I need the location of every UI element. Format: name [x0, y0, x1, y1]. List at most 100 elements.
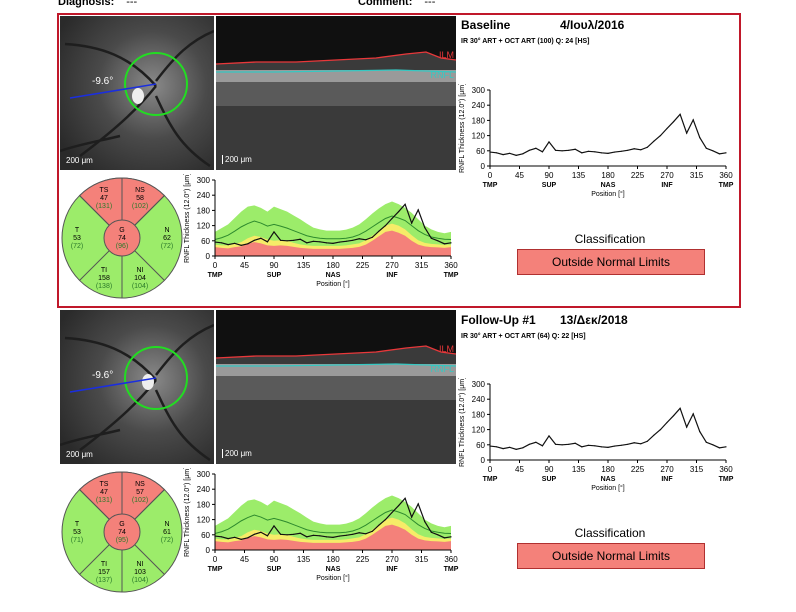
- x-tick-label: 360: [719, 171, 733, 180]
- data-point: [424, 227, 426, 229]
- x-tick-label: 225: [356, 555, 370, 564]
- baseline-selection-frame[interactable]: [57, 13, 741, 308]
- data-point: [587, 444, 589, 446]
- data-point: [417, 209, 419, 211]
- data-point: [509, 152, 511, 154]
- data-point: [319, 241, 321, 243]
- x-tick-label: 45: [240, 555, 249, 564]
- rnfl-trend-chart-followup: 0 60 120 180 240 300 0 45 90 135 180 225 270 315 360 TM…: [458, 378, 734, 492]
- y-tick-label: 240: [197, 485, 211, 494]
- data-point: [718, 447, 721, 449]
- y-tick-label: 60: [201, 531, 210, 540]
- data-point: [627, 443, 629, 445]
- sector-t-name: T: [75, 227, 80, 234]
- data-point: [312, 534, 314, 536]
- fundus-image-followup[interactable]: -9.6° 200 μm: [60, 310, 214, 464]
- sector-n-normal: (72): [161, 243, 173, 250]
- classification-label: Classification: [574, 232, 646, 246]
- data-point: [299, 238, 301, 240]
- region-label: SUP: [267, 272, 282, 279]
- sector-ti-value: 157: [98, 569, 110, 576]
- sector-g-name: G: [119, 521, 124, 528]
- classification-badge: Outside Normal Limits: [517, 249, 705, 275]
- sector-t-normal: (71): [71, 537, 83, 544]
- data-point: [227, 244, 229, 246]
- data-point: [306, 242, 308, 244]
- sector-ns-value: 57: [136, 489, 144, 496]
- data-point: [234, 242, 236, 244]
- comment-value: ---: [424, 0, 436, 8]
- sector-ti-name: TI: [101, 561, 107, 568]
- data-point: [266, 535, 269, 537]
- scan-angle: -9.6°: [92, 370, 114, 381]
- data-point: [646, 440, 648, 442]
- y-tick-label: 0: [206, 252, 211, 261]
- sector-ni-name: NI: [137, 561, 144, 568]
- data-point: [352, 533, 354, 535]
- sector-ni-value: 103: [134, 569, 146, 576]
- data-point: [600, 446, 603, 448]
- data-point: [397, 211, 400, 213]
- region-label: NAS: [601, 182, 616, 189]
- data-point: [371, 236, 373, 238]
- data-point: [220, 536, 223, 538]
- sector-ns-normal: (102): [132, 497, 148, 504]
- data-point: [306, 536, 308, 538]
- data-point: [535, 147, 537, 149]
- x-tick-label: 0: [213, 555, 218, 564]
- data-point: [286, 240, 288, 242]
- x-tick-label: 270: [385, 261, 399, 270]
- x-tick-label: 0: [488, 171, 493, 180]
- x-tick-label: 360: [719, 465, 733, 474]
- x-tick-label: 225: [356, 261, 370, 270]
- oct-graphic: [216, 310, 456, 464]
- y-tick-label: 0: [481, 456, 486, 465]
- data-point: [561, 150, 563, 152]
- data-point: [522, 447, 524, 449]
- data-point: [391, 217, 393, 220]
- x-tick-label: 45: [515, 465, 524, 474]
- oct-bscan-followup[interactable]: ILM RNFL 200 μm: [216, 310, 456, 464]
- diagnosis-value: ---: [126, 0, 138, 8]
- data-point: [391, 511, 393, 514]
- ilm-label: ILM: [438, 50, 454, 60]
- data-point: [378, 230, 380, 232]
- sector-ts-name: TS: [100, 481, 109, 488]
- sector-ts-normal: (131): [96, 203, 112, 210]
- diagnosis-label: Diagnosis:: [58, 0, 115, 8]
- data-point: [515, 154, 517, 156]
- data-point: [633, 148, 635, 150]
- fundus-image-baseline[interactable]: -9.6° 200 μm: [60, 16, 214, 170]
- y-tick-label: 300: [197, 176, 211, 185]
- fundus-graphic: [60, 16, 214, 170]
- region-label: NAS: [326, 272, 341, 279]
- data-point: [293, 533, 295, 535]
- data-point: [260, 237, 262, 239]
- data-point: [548, 141, 550, 143]
- sector-t-value: 53: [73, 529, 81, 536]
- data-point: [489, 151, 491, 153]
- data-point: [718, 153, 721, 155]
- data-point: [489, 445, 491, 447]
- data-point: [594, 151, 596, 153]
- rnfl-thickness-line: [489, 407, 727, 450]
- oct-bscan-baseline[interactable]: ILM RNFL 200 μm: [216, 16, 456, 170]
- x-tick-label: 135: [572, 465, 586, 474]
- x-axis-label: Position [°]: [591, 484, 625, 492]
- data-point: [522, 153, 524, 155]
- y-tick-label: 300: [197, 470, 211, 479]
- data-point: [384, 519, 387, 521]
- normal-mean-line: [214, 509, 452, 535]
- data-point: [437, 240, 439, 242]
- sector-g-normal: (95): [116, 537, 128, 544]
- x-tick-label: 45: [515, 171, 524, 180]
- data-point: [515, 448, 517, 450]
- data-point: [220, 242, 223, 244]
- x-tick-label: 315: [690, 171, 704, 180]
- region-label: SUP: [542, 476, 557, 483]
- fundus-scale: 200 μm: [66, 450, 93, 459]
- y-axis-label: RNFL Thickness (12.0°) [μm]: [183, 174, 191, 263]
- data-point: [528, 443, 530, 445]
- x-axis-label: Position [°]: [316, 280, 350, 288]
- data-point: [279, 239, 282, 241]
